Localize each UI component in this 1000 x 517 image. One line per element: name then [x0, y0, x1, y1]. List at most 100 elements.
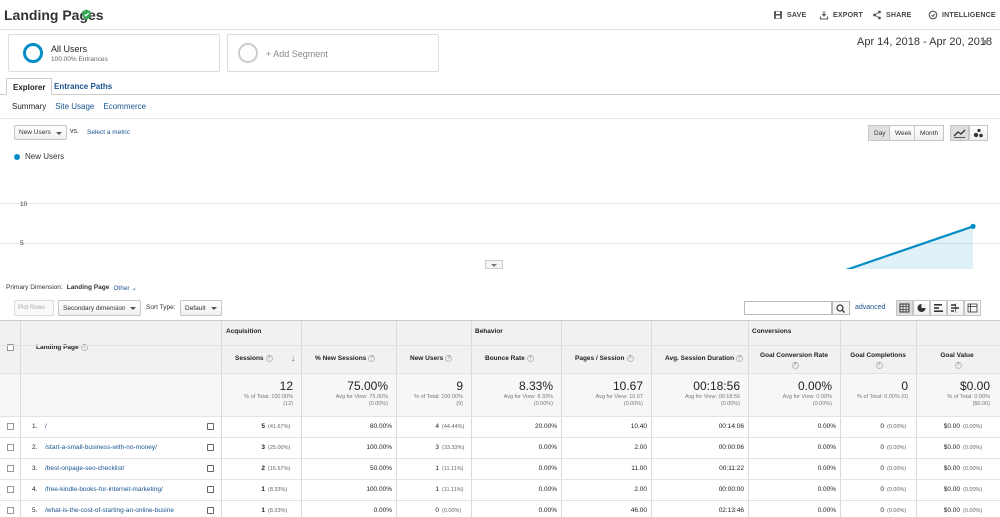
line-chart-toggle[interactable] — [950, 125, 969, 141]
view-pivot-button[interactable] — [964, 300, 981, 316]
total-value: 10.67 — [612, 379, 643, 393]
sort-descending-icon[interactable]: ↓ — [291, 354, 295, 363]
landing-page-link[interactable]: /best-onpage-seo-checklist/ — [45, 465, 125, 472]
pps-value: 10.40 — [630, 423, 647, 430]
chevron-down-icon[interactable] — [981, 40, 989, 45]
collapse-chart-handle[interactable] — [485, 260, 503, 269]
column-header[interactable]: Avg. Session Duration? — [665, 355, 744, 362]
help-icon: ? — [445, 355, 453, 362]
subtab-site-usage[interactable]: Site Usage — [55, 102, 95, 111]
select-metric-link[interactable]: Select a metric — [87, 129, 130, 136]
open-external-icon[interactable] — [207, 465, 214, 472]
export-button[interactable]: EXPORT — [819, 10, 863, 20]
plot-rows-button[interactable]: Plot Rows — [14, 300, 54, 316]
column-header[interactable]: New Users? — [410, 355, 453, 363]
view-performance-button[interactable] — [930, 300, 947, 316]
grid-icon — [899, 303, 910, 313]
gv-percent: (0.00%) — [963, 424, 983, 430]
new_users-percent: (44.44%) — [442, 424, 465, 430]
duration-value: 02:13:46 — [718, 507, 744, 514]
tab-entrance-paths[interactable]: Entrance Paths — [54, 82, 113, 91]
column-divider — [561, 321, 562, 517]
row-checkbox[interactable] — [7, 507, 14, 514]
intelligence-button[interactable]: INTELLIGENCE — [928, 10, 996, 20]
open-external-icon[interactable] — [207, 507, 214, 514]
column-header[interactable]: Bounce Rate? — [485, 355, 534, 362]
open-external-icon[interactable] — [207, 444, 214, 451]
period-month-button[interactable]: Month — [914, 125, 945, 141]
open-external-icon[interactable] — [207, 423, 214, 430]
segment-all-users[interactable]: All Users 100.00% Entrances — [8, 34, 220, 72]
total-value: 00:18:56 — [693, 379, 740, 393]
save-button[interactable]: SAVE — [773, 10, 806, 20]
help-icon: ? — [80, 344, 88, 351]
landing-page-header[interactable]: Landing Page? — [36, 344, 88, 351]
view-comparison-button[interactable] — [947, 300, 964, 316]
motion-chart-toggle[interactable] — [969, 125, 988, 141]
landing-page-link[interactable]: /what-is-the-cost-of-starting-an-online-… — [45, 507, 174, 514]
advanced-filter-link[interactable]: advanced — [855, 304, 886, 311]
share-button[interactable]: SHARE — [872, 10, 912, 20]
secondary-dimension-select[interactable]: Secondary dimension — [58, 300, 141, 316]
total-value: 75.00% — [347, 379, 388, 393]
total-comparison: % of Total: 100.00% (12) — [244, 394, 293, 407]
column-header[interactable]: Pages / Session? — [575, 355, 634, 362]
column-header-label: New Users — [410, 355, 444, 363]
metric-select[interactable]: New Users — [14, 125, 67, 140]
period-day-button[interactable]: Day — [868, 125, 892, 141]
row-checkbox[interactable] — [7, 486, 14, 493]
row-checkbox[interactable] — [7, 423, 14, 430]
help-icon: ? — [368, 355, 376, 362]
date-range-picker[interactable]: Apr 14, 2018 - Apr 20, 2018 — [857, 36, 993, 48]
add-segment-button[interactable]: + Add Segment — [227, 34, 439, 72]
help-icon: ? — [526, 355, 534, 362]
view-pie-button[interactable] — [913, 300, 930, 316]
table-search-button[interactable] — [832, 301, 850, 315]
table-search-input[interactable] — [744, 301, 832, 315]
column-header[interactable]: Goal Value? — [916, 352, 998, 369]
gc-value: 0 — [880, 444, 884, 451]
total-value: 9 — [456, 379, 463, 393]
row-checkbox[interactable] — [7, 444, 14, 451]
view-table-button[interactable] — [896, 300, 913, 316]
column-header-label: Pages / Session — [575, 355, 625, 363]
column-divider — [396, 321, 397, 517]
subtab-ecommerce[interactable]: Ecommerce — [103, 102, 147, 111]
sessions-value: 5 — [261, 423, 265, 430]
sort-type-select[interactable]: Default — [180, 300, 222, 316]
tab-explorer[interactable]: Explorer — [6, 78, 53, 95]
new_users-value: 4 — [435, 423, 439, 430]
duration-value: 00:14:06 — [718, 423, 744, 430]
row-index: 1. — [32, 423, 38, 430]
column-header-label: Goal Conversion Rate — [760, 352, 828, 359]
column-header[interactable]: Goal Conversion Rate? — [748, 352, 840, 369]
page-title: Landing Pages — [4, 7, 104, 23]
segment-name: All Users — [51, 44, 88, 54]
primary-dimension-value[interactable]: Landing Page — [66, 284, 110, 291]
landing-page-link[interactable]: /free-kindle-books-for-internet-marketin… — [45, 486, 163, 493]
other-dimension-link[interactable]: Other ⌄ — [113, 285, 137, 292]
gv-percent: (0.00%) — [963, 487, 983, 493]
landing-page-link[interactable]: / — [45, 423, 47, 430]
column-header[interactable]: Goal Completions? — [840, 352, 916, 369]
help-icon: ? — [875, 362, 883, 369]
gv-value: $0.00 — [943, 486, 960, 493]
data-point — [970, 223, 976, 229]
select-all-checkbox[interactable] — [7, 344, 14, 351]
table-header-background — [0, 321, 1000, 373]
row-checkbox[interactable] — [7, 465, 14, 472]
column-header[interactable]: % New Sessions? — [315, 355, 376, 362]
sessions-value: 1 — [261, 486, 265, 493]
bounce-value: 0.00% — [538, 507, 557, 514]
column-header-label: Sessions — [235, 355, 264, 363]
total-comparison: % of Total: 100.00% (9) — [414, 394, 463, 407]
row-divider — [0, 479, 1000, 480]
subtab-summary[interactable]: Summary — [12, 102, 47, 111]
total-comparison: Avg for View: 10.67 (0.00%) — [595, 394, 644, 407]
gc-percent: (0.00%) — [887, 487, 907, 493]
column-header[interactable]: Sessions? — [235, 355, 273, 362]
duration-value: 00:00:06 — [718, 444, 744, 451]
landing-page-link[interactable]: /start-a-small-business-with-no-money/ — [45, 444, 157, 451]
group-acquisition: Acquisition — [226, 328, 262, 335]
open-external-icon[interactable] — [207, 486, 214, 493]
